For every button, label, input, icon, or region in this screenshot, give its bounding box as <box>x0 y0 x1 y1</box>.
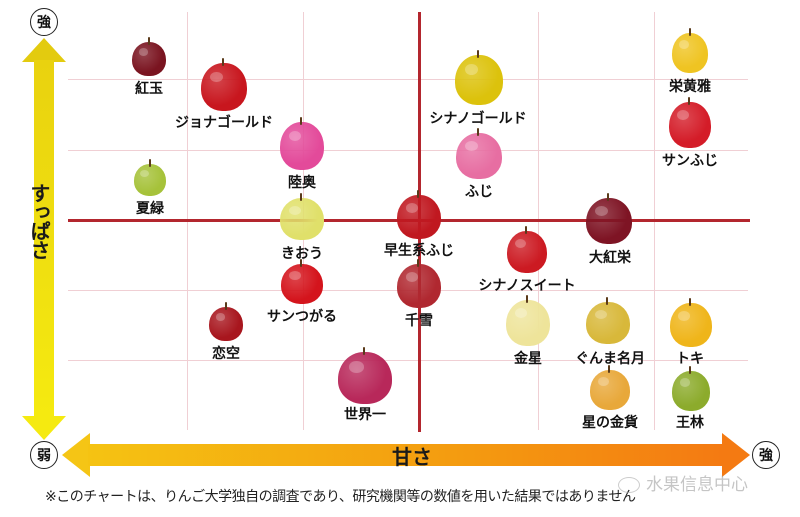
apple-label: 王林 <box>676 415 704 431</box>
apple-label: ジョナゴールド <box>175 115 273 131</box>
apple-label: サンつがる <box>267 309 337 325</box>
x-axis-arrow: 甘さ <box>62 433 750 477</box>
apple-icon <box>132 37 166 76</box>
x-axis-high-label: 強 <box>752 441 780 469</box>
apple-icon <box>672 28 708 73</box>
x-axis-title: 甘さ <box>392 445 432 469</box>
apple-label: 恋空 <box>212 346 240 362</box>
arrow-right-icon <box>722 433 750 477</box>
x-axis-arrow-shaft <box>88 444 724 466</box>
apple-label: 世界一 <box>344 407 386 423</box>
apple-icon <box>586 193 632 244</box>
apple-icon <box>338 347 392 404</box>
apple-icon <box>280 193 324 240</box>
y-axis-arrow-shaft <box>34 60 54 418</box>
grid-line-horizontal <box>68 360 748 361</box>
apple-label: シナノゴールド <box>429 111 527 127</box>
apple-label: きおう <box>281 246 323 262</box>
apple-icon <box>397 259 441 308</box>
apple-icon <box>672 366 710 411</box>
footnote: ※このチャートは、りんご大学独自の調査であり、研究機関等の数値を用いた結果ではあ… <box>45 489 636 505</box>
apple-label: 千雪 <box>405 313 433 329</box>
apple-icon <box>455 50 503 105</box>
wechat-icon <box>618 477 640 493</box>
watermark: 水果信息中心 <box>618 470 748 495</box>
arrow-down-icon <box>22 416 66 440</box>
grid-line-horizontal <box>68 79 748 80</box>
y-axis-arrow: すっぱさ <box>22 38 66 440</box>
apple-label: 陸奥 <box>288 175 316 191</box>
y-axis-title: すっぱさ <box>27 183 51 259</box>
apple-label: ぐんま名月 <box>575 351 645 367</box>
apple-label: 早生系ふじ <box>384 243 454 259</box>
apple-icon <box>507 226 547 273</box>
apple-label: 大紅栄 <box>589 250 631 266</box>
watermark-text: 水果信息中心 <box>646 475 748 495</box>
apple-icon <box>506 295 550 346</box>
apple-icon <box>397 190 441 239</box>
apple-label: 栄黄雅 <box>669 79 711 95</box>
apple-icon <box>590 365 630 410</box>
apple-label: サンふじ <box>662 153 718 169</box>
apple-icon <box>670 298 712 347</box>
grid-line-horizontal <box>68 150 748 151</box>
apple-icon <box>281 259 323 304</box>
arrow-left-icon <box>62 433 90 477</box>
apple-icon <box>456 128 502 179</box>
apple-icon <box>280 117 324 170</box>
apple-label: 金星 <box>514 351 542 367</box>
y-axis-low-label: 弱 <box>30 441 58 469</box>
apple-label: ふじ <box>465 184 493 200</box>
apple-icon <box>134 159 166 196</box>
apple-label: 夏緑 <box>136 201 164 217</box>
apple-label: 紅玉 <box>135 81 163 97</box>
apple-label: シナノスイート <box>478 278 576 294</box>
apple-icon <box>669 97 711 148</box>
y-axis-high-label: 強 <box>30 8 58 36</box>
apple-label: トキ <box>676 351 704 367</box>
apple-icon <box>209 302 243 341</box>
apple-label: 星の金貨 <box>582 415 638 431</box>
arrow-up-icon <box>22 38 66 62</box>
apple-icon <box>201 58 247 111</box>
apple-icon <box>586 297 630 344</box>
